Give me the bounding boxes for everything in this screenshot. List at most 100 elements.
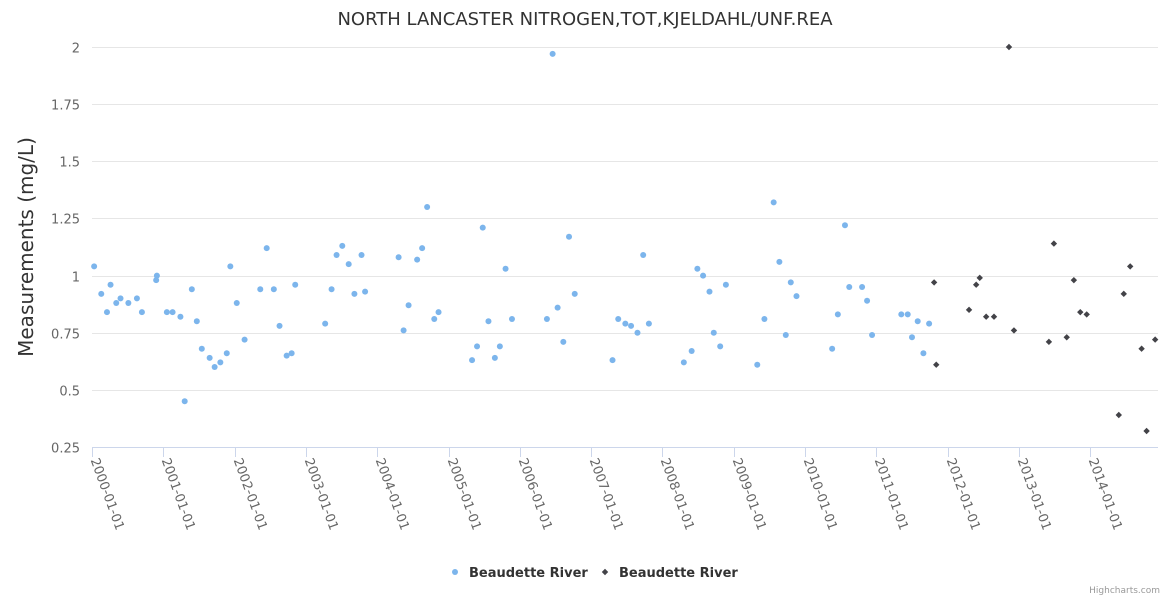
data-point[interactable]: [276, 322, 283, 329]
data-point[interactable]: [972, 281, 980, 288]
data-point[interactable]: [107, 281, 114, 288]
data-point[interactable]: [933, 361, 940, 368]
data-point[interactable]: [1083, 311, 1090, 318]
data-point[interactable]: [554, 304, 561, 311]
data-point[interactable]: [163, 309, 170, 316]
data-point[interactable]: [405, 302, 412, 309]
data-point[interactable]: [496, 343, 503, 350]
data-point[interactable]: [1005, 43, 1013, 51]
data-point[interactable]: [91, 263, 98, 270]
data-point[interactable]: [976, 274, 983, 282]
data-point[interactable]: [257, 286, 264, 293]
data-point[interactable]: [904, 311, 911, 318]
data-point[interactable]: [339, 242, 346, 249]
data-point[interactable]: [700, 272, 707, 279]
data-point[interactable]: [193, 318, 200, 325]
data-point[interactable]: [694, 265, 701, 272]
data-point[interactable]: [217, 359, 224, 366]
data-point[interactable]: [706, 288, 713, 295]
data-point[interactable]: [543, 316, 550, 322]
data-point[interactable]: [351, 290, 358, 297]
data-point[interactable]: [680, 359, 687, 366]
legend[interactable]: Beaudette River Beaudette River: [452, 566, 738, 581]
data-point[interactable]: [125, 300, 132, 306]
data-point[interactable]: [622, 320, 629, 327]
data-point[interactable]: [776, 258, 783, 265]
data-point[interactable]: [431, 316, 438, 322]
data-point[interactable]: [688, 348, 695, 354]
data-point[interactable]: [793, 293, 800, 300]
data-point[interactable]: [288, 350, 295, 357]
data-point[interactable]: [198, 345, 205, 352]
data-point[interactable]: [1115, 411, 1122, 419]
data-point[interactable]: [841, 222, 848, 229]
data-point[interactable]: [400, 327, 407, 334]
data-point[interactable]: [920, 350, 927, 357]
credits-link[interactable]: Highcharts.com: [1089, 586, 1160, 596]
data-point[interactable]: [502, 265, 509, 272]
data-point[interactable]: [930, 279, 938, 286]
data-point[interactable]: [508, 316, 515, 322]
data-point[interactable]: [834, 311, 841, 318]
data-point[interactable]: [1070, 276, 1078, 284]
data-point[interactable]: [628, 322, 635, 329]
data-point[interactable]: [181, 398, 188, 405]
data-point[interactable]: [640, 252, 647, 258]
data-point[interactable]: [609, 357, 616, 364]
data-point[interactable]: [634, 329, 641, 336]
data-point[interactable]: [485, 318, 492, 325]
data-point[interactable]: [491, 354, 498, 361]
data-point[interactable]: [479, 224, 486, 231]
data-point[interactable]: [645, 320, 652, 327]
data-point[interactable]: [133, 295, 140, 302]
data-point[interactable]: [1126, 263, 1134, 270]
data-point[interactable]: [615, 316, 622, 322]
data-point[interactable]: [414, 256, 421, 263]
data-point[interactable]: [395, 254, 402, 261]
data-point[interactable]: [566, 233, 573, 240]
data-point[interactable]: [328, 286, 335, 293]
data-point[interactable]: [710, 329, 717, 336]
data-point[interactable]: [846, 284, 853, 290]
data-point[interactable]: [345, 261, 352, 268]
data-point[interactable]: [241, 336, 248, 343]
data-point[interactable]: [571, 290, 578, 297]
data-point[interactable]: [169, 309, 176, 316]
data-point[interactable]: [270, 286, 277, 293]
data-point[interactable]: [113, 300, 120, 306]
data-point[interactable]: [419, 245, 426, 252]
data-point[interactable]: [560, 338, 567, 345]
data-point[interactable]: [333, 252, 340, 258]
data-point[interactable]: [474, 343, 481, 350]
data-point[interactable]: [1010, 327, 1018, 334]
data-point[interactable]: [926, 320, 933, 327]
data-point[interactable]: [717, 343, 724, 350]
data-point[interactable]: [138, 309, 145, 316]
data-point[interactable]: [211, 364, 218, 370]
data-point[interactable]: [117, 295, 124, 302]
data-point[interactable]: [1143, 427, 1150, 435]
data-point[interactable]: [153, 277, 160, 284]
data-point[interactable]: [177, 313, 184, 320]
data-point[interactable]: [1077, 308, 1084, 316]
data-point[interactable]: [770, 199, 777, 206]
data-point[interactable]: [1045, 338, 1053, 346]
data-point[interactable]: [829, 345, 836, 352]
data-point[interactable]: [206, 354, 213, 361]
data-point[interactable]: [982, 313, 990, 320]
data-point[interactable]: [1050, 240, 1058, 247]
data-point[interactable]: [869, 332, 876, 338]
data-point[interactable]: [227, 263, 234, 270]
legend-item[interactable]: Beaudette River: [601, 566, 739, 581]
data-point[interactable]: [549, 50, 556, 57]
data-point[interactable]: [424, 204, 431, 210]
data-point[interactable]: [1063, 334, 1070, 341]
data-point[interactable]: [322, 320, 329, 327]
data-point[interactable]: [362, 288, 369, 295]
data-point[interactable]: [233, 300, 240, 306]
data-point[interactable]: [469, 357, 476, 364]
data-point[interactable]: [292, 281, 299, 288]
legend-symbol[interactable]: [601, 568, 609, 576]
data-point[interactable]: [909, 334, 915, 341]
data-point[interactable]: [358, 252, 365, 258]
